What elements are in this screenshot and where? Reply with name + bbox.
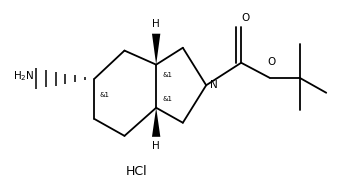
Text: H: H [152,19,160,29]
Polygon shape [152,108,160,137]
Polygon shape [152,34,160,65]
Text: H$_2$N: H$_2$N [13,69,35,83]
Text: N: N [210,80,218,90]
Text: &1: &1 [162,96,172,102]
Text: O: O [241,13,249,23]
Text: O: O [267,58,275,67]
Text: &1: &1 [99,92,109,98]
Text: H: H [152,141,160,151]
Text: HCl: HCl [125,165,147,178]
Text: &1: &1 [162,72,172,78]
